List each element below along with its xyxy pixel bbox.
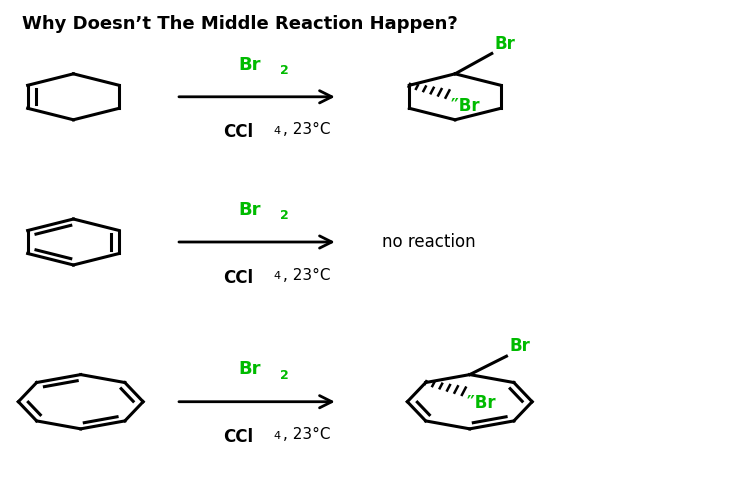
Text: ′′Br: ′′Br xyxy=(451,97,480,115)
Text: Br: Br xyxy=(239,56,261,74)
Text: Br: Br xyxy=(239,361,261,378)
Text: 2: 2 xyxy=(280,209,289,222)
Text: Why Doesn’t The Middle Reaction Happen?: Why Doesn’t The Middle Reaction Happen? xyxy=(22,15,458,32)
Text: Br: Br xyxy=(509,337,530,355)
Text: 4: 4 xyxy=(274,126,281,136)
Text: , 23°C: , 23°C xyxy=(283,122,330,137)
Text: no reaction: no reaction xyxy=(382,233,476,251)
Text: 4: 4 xyxy=(274,431,281,441)
Text: , 23°C: , 23°C xyxy=(283,268,330,283)
Text: 2: 2 xyxy=(280,369,289,382)
Text: 2: 2 xyxy=(280,64,289,77)
Text: 4: 4 xyxy=(274,271,281,281)
Text: ′′Br: ′′Br xyxy=(467,394,496,412)
Text: CCl: CCl xyxy=(223,428,254,446)
Text: Br: Br xyxy=(239,201,261,219)
Text: , 23°C: , 23°C xyxy=(283,427,330,442)
Text: Br: Br xyxy=(495,34,515,53)
Text: CCl: CCl xyxy=(223,269,254,287)
Text: CCl: CCl xyxy=(223,123,254,141)
